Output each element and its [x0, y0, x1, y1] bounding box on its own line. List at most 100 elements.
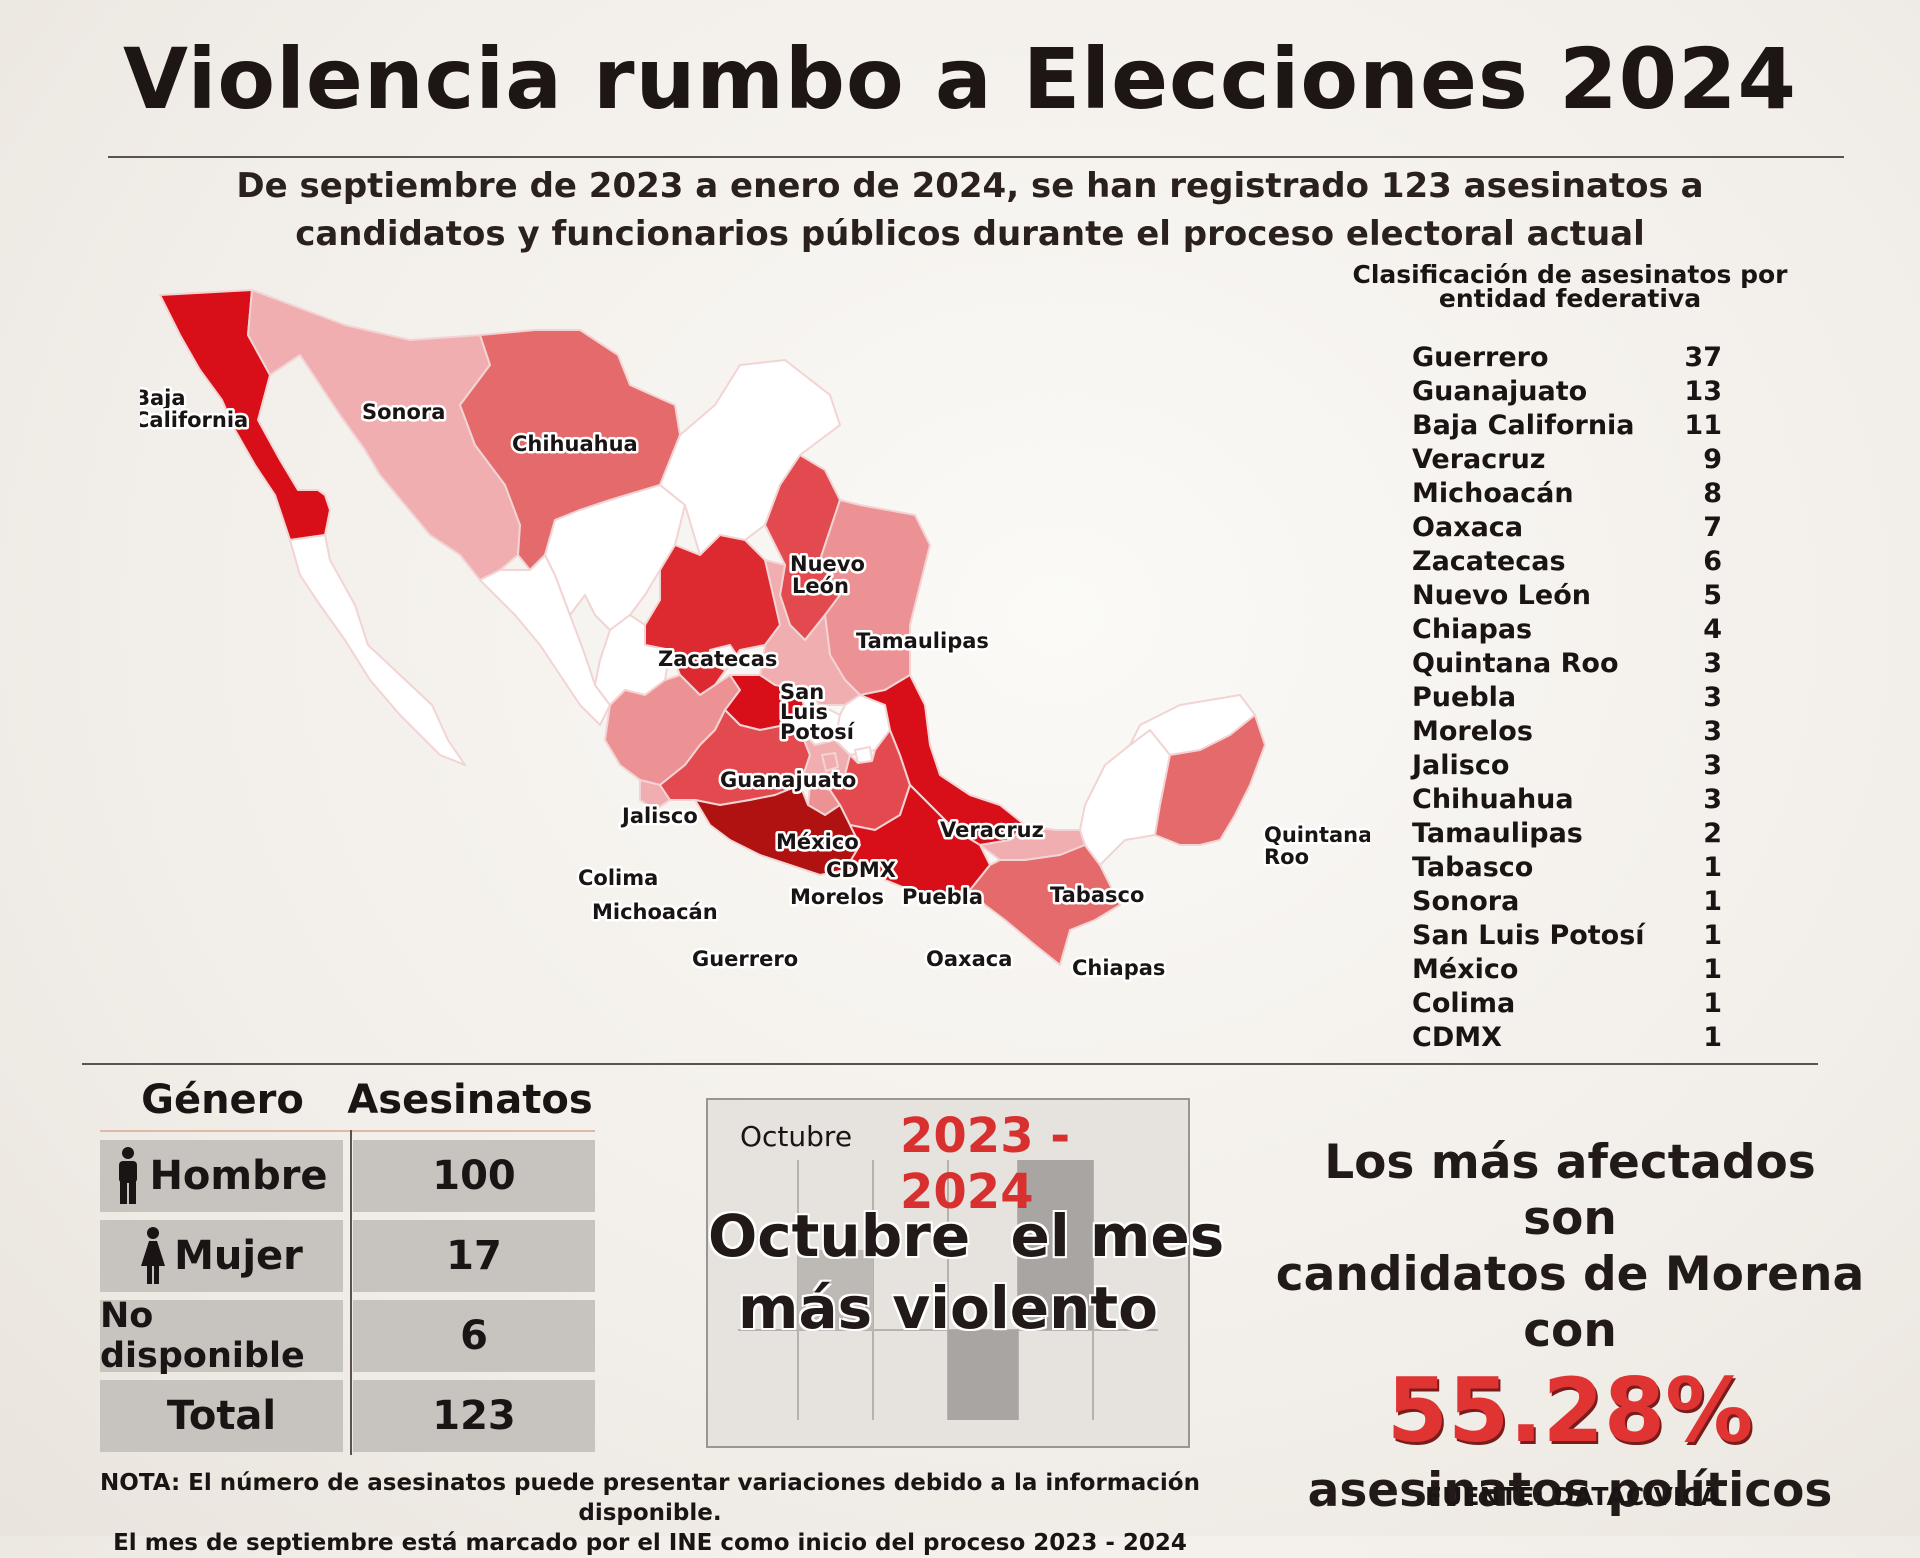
footnote-line: El mes de septiembre está marcado por el…: [113, 1530, 1187, 1556]
ranking-row: Oaxaca 7: [1412, 510, 1722, 544]
state-cdmx[interactable]: [821, 752, 839, 772]
gender-label-cell: Total: [100, 1380, 343, 1452]
ranking-state: Chiapas: [1412, 613, 1533, 645]
morena-line: asesinatos políticos: [1307, 1463, 1833, 1518]
gender-label: Hombre: [149, 1153, 328, 1199]
male-icon: [119, 1147, 138, 1204]
table-column-divider: [350, 1130, 352, 1455]
ranking-state: Michoacán: [1412, 477, 1574, 509]
ranking-state: Jalisco: [1412, 749, 1510, 781]
ranking-row: Chiapas 4: [1412, 612, 1722, 646]
ranking-state: Colima: [1412, 987, 1516, 1019]
ranking-state: Quintana Roo: [1412, 647, 1619, 679]
mexico-map: Baja California Sonora Chihuahua Nuevo Leó…: [140, 289, 1370, 983]
ranking-count: 11: [1684, 409, 1722, 441]
footnote-line: NOTA: El número de asesinatos puede pres…: [100, 1470, 1200, 1526]
label-guanajuato: Guanajuato: [720, 768, 856, 792]
ranking-state: Nuevo León: [1412, 579, 1591, 611]
ranking-row: Tabasco 1: [1412, 850, 1722, 884]
ranking-state: Puebla: [1412, 681, 1517, 713]
ranking-count: 1: [1703, 1021, 1722, 1053]
ranking-count: 3: [1703, 715, 1722, 747]
morena-percent: 55.28%: [1386, 1359, 1754, 1462]
ranking-count: 7: [1703, 511, 1722, 543]
state-durango[interactable]: [544, 484, 686, 631]
page-title: Violencia rumbo a Elecciones 2024: [123, 30, 1797, 128]
ranking-count: 2: [1703, 817, 1722, 849]
header-asesinatos: Asesinatos: [347, 1077, 593, 1123]
ranking-count: 5: [1703, 579, 1722, 611]
ranking-state: Guanajuato: [1412, 375, 1588, 407]
label-zacatecas: Zacatecas: [658, 647, 777, 671]
section-divider: [82, 1063, 1818, 1065]
title-divider: [108, 156, 1844, 158]
gender-label-cell: Mujer: [100, 1220, 343, 1292]
ranking-count: 1: [1703, 987, 1722, 1019]
ranking-count: 1: [1703, 851, 1722, 883]
ranking-state: Tamaulipas: [1412, 817, 1583, 849]
label-oaxaca: Oaxaca: [926, 947, 1012, 971]
gender-value-cell: 100: [353, 1140, 595, 1212]
ranking-row: CDMX 1: [1412, 1020, 1722, 1054]
ranking-state: CDMX: [1412, 1021, 1502, 1053]
ranking-count: 1: [1703, 885, 1722, 917]
label-chiapas: Chiapas: [1072, 956, 1165, 980]
label-guerrero: Guerrero: [692, 947, 798, 971]
month-label: Octubre: [740, 1120, 853, 1153]
table-row: Hombre 100: [100, 1140, 595, 1212]
month-headline-line: más violento: [738, 1274, 1158, 1342]
label-puebla: Puebla: [902, 885, 983, 909]
ranking-row: Guanajuato 13: [1412, 374, 1722, 408]
table-row: No disponible 6: [100, 1296, 595, 1376]
ranking-row: Michoacán 8: [1412, 476, 1722, 510]
gender-label-cell: Hombre: [100, 1140, 343, 1212]
ranking-count: 1: [1703, 953, 1722, 985]
ranking-row: Veracruz 9: [1412, 442, 1722, 476]
ranking-count: 3: [1703, 749, 1722, 781]
morena-line: candidatos de Morena con: [1275, 1247, 1865, 1358]
state-campeche[interactable]: [1079, 729, 1171, 866]
state-baja-california-sur[interactable]: [289, 534, 466, 766]
table-row: Mujer 17: [100, 1220, 595, 1292]
label-chihuahua: Chihuahua: [512, 432, 638, 456]
ranking-row: Chihuahua 3: [1412, 782, 1722, 816]
ranking-list: Guerrero 37 Guanajuato 13 Baja California 11 V…: [1412, 340, 1722, 1054]
ranking-row: Zacatecas 6: [1412, 544, 1722, 578]
ranking-row: Morelos 3: [1412, 714, 1722, 748]
ranking-state: Veracruz: [1412, 443, 1546, 475]
ranking-count: 13: [1684, 375, 1722, 407]
ranking-count: 8: [1703, 477, 1722, 509]
label-nuevo-leon: Nuevo León: [790, 552, 865, 598]
month-headline-line: Octubre el mes: [708, 1202, 1225, 1270]
source-credit: FUENTE: DATACÍVICA: [1425, 1482, 1720, 1511]
label-tabasco: Tabasco: [1050, 883, 1144, 907]
ranking-row: Tamaulipas 2: [1412, 816, 1722, 850]
month-headline: Octubre el mes más violento: [708, 1200, 1225, 1344]
ranking-state: San Luis Potosí: [1412, 919, 1645, 951]
ranking-state: Sonora: [1412, 885, 1520, 917]
ranking-row: Baja California 11: [1412, 408, 1722, 442]
ranking-count: 3: [1703, 783, 1722, 815]
gender-table-header: Género Asesinatos: [100, 1070, 595, 1132]
header-genero: Género: [141, 1077, 304, 1123]
state-quintana-roo[interactable]: [1154, 714, 1266, 846]
ranking-title: Clasificación de asesinatos por entidad …: [1352, 260, 1788, 313]
morena-callout: Los más afectados son candidatos de More…: [1270, 1135, 1870, 1519]
ranking-count: 9: [1703, 443, 1722, 475]
ranking-row: Puebla 3: [1412, 680, 1722, 714]
label-sonora: Sonora: [362, 400, 445, 424]
ranking-row: San Luis Potosí 1: [1412, 918, 1722, 952]
state-aguascalientes[interactable]: [707, 644, 741, 671]
ranking-count: 3: [1703, 647, 1722, 679]
ranking-count: 37: [1684, 341, 1722, 373]
ranking-row: México 1: [1412, 952, 1722, 986]
ranking-state: Guerrero: [1412, 341, 1549, 373]
label-quintana-roo: Quintana Roo: [1264, 823, 1370, 869]
label-veracruz: Veracruz: [940, 818, 1044, 842]
ranking-row: Sonora 1: [1412, 884, 1722, 918]
gender-value-cell: 6: [353, 1300, 595, 1372]
gender-value-cell: 123: [353, 1380, 595, 1452]
state-chiapas[interactable]: [969, 844, 1121, 966]
ranking-count: 3: [1703, 681, 1722, 713]
state-colima[interactable]: [639, 779, 671, 811]
